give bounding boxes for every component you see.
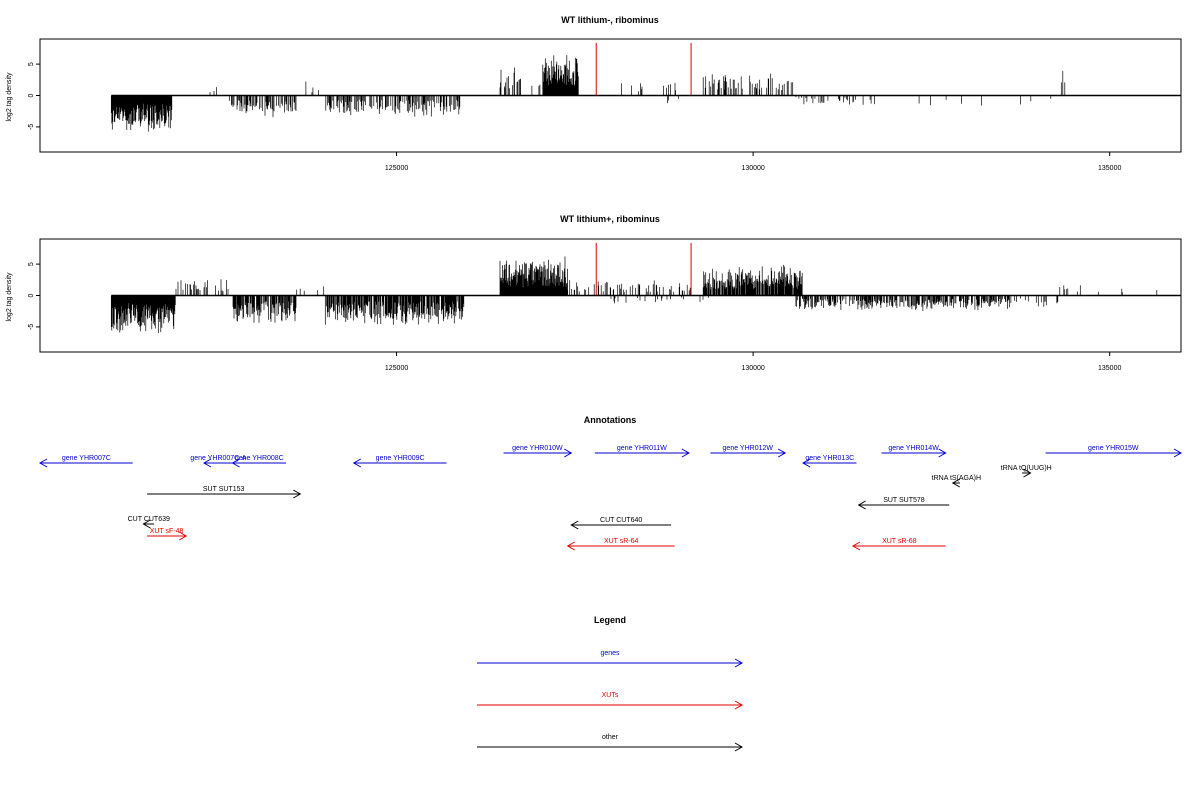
annotation-feature: XUT sF-48 [146, 528, 188, 541]
annotation-feature: SUT SUT578 [857, 497, 950, 510]
annotation-feature: gene YHR011W [594, 445, 690, 458]
feature-label: CUT CUT640 [600, 517, 642, 524]
y-axis-label: log2 tag density [6, 72, 13, 122]
annotation-feature: SUT SUT153 [146, 486, 302, 499]
annotation-feature: gene YHR007C [38, 455, 133, 468]
annotation-feature: tRNA tQ(UUG)H [1001, 465, 1052, 478]
marker-group [595, 43, 692, 96]
legend-items: genes XUTs other [477, 650, 744, 752]
feature-arrow-head [857, 500, 866, 510]
legend-entry: genes [477, 650, 744, 668]
legend-arrow-head [734, 742, 744, 752]
feature-arrow-head [38, 458, 48, 468]
feature-label: XUT sF-48 [150, 528, 184, 535]
feature-label: gene YHR014W [888, 445, 939, 452]
annotation-feature: gene YHR012W [710, 445, 787, 458]
annotation-feature: XUT sR-68 [851, 538, 946, 551]
annotations-panel: Annotations gene YHR007C gene YHR007C-Age… [38, 415, 1183, 551]
feature-arrow-head [564, 448, 573, 458]
feature-label: tRNA tQ(UUG)H [1001, 465, 1052, 472]
feature-label: gene YHR007C [62, 455, 111, 462]
x-tick-label: 130000 [741, 365, 764, 372]
feature-label: tRNA tS(AGA)H [932, 475, 981, 482]
axis-group: -5 0 5 125000 130000 135000 [28, 262, 1181, 372]
annotation-feature: gene YHR010W [503, 445, 573, 458]
feature-label: gene YHR008C [235, 455, 284, 462]
feature-arrow-head [851, 541, 861, 551]
x-tick-label: 135000 [1098, 365, 1121, 372]
y-tick-label: -5 [28, 324, 35, 330]
feature-label: gene YHR012W [723, 445, 774, 452]
legend-entry: XUTs [477, 692, 744, 710]
feature-arrow-head [142, 519, 151, 529]
feature-label: gene YHR010W [512, 445, 563, 452]
y-tick-label: 0 [28, 93, 35, 97]
legend-label: genes [600, 650, 620, 657]
x-tick-label: 135000 [1098, 165, 1121, 172]
annotation-feature: gene YHR007C-A [190, 455, 247, 468]
feature-label: gene YHR011W [617, 445, 667, 452]
y-tick-label: 5 [28, 62, 35, 66]
annotation-feature: CUT CUT640 [570, 517, 672, 530]
annotation-feature: tRNA tS(AGA)H [932, 475, 981, 488]
x-tick-label: 130000 [741, 165, 764, 172]
axis-group: -5 0 5 125000 130000 135000 [28, 62, 1181, 172]
y-tick-label: 0 [28, 293, 35, 297]
track-title: WT lithium-, ribominus [561, 15, 659, 25]
feature-arrow-head [938, 448, 947, 458]
feature-arrow-head [566, 541, 575, 551]
feature-arrow-head [951, 478, 961, 488]
y-axis-label: log2 tag density [6, 272, 13, 322]
annotation-feature: gene YHR014W [881, 445, 947, 458]
annotation-feature: gene YHR015W [1045, 445, 1183, 458]
legend-arrow-head [734, 700, 744, 710]
feature-arrow-head [1023, 468, 1032, 478]
signal-bars [110, 256, 1158, 333]
feature-label: gene YHR009C [376, 455, 425, 462]
feature-label: SUT SUT578 [883, 497, 925, 504]
annotations-title: Annotations [584, 415, 637, 425]
feature-arrow-head [777, 448, 787, 458]
x-tick-label: 125000 [385, 365, 408, 372]
feature-label: SUT SUT153 [203, 486, 245, 493]
legend-entry: other [477, 734, 744, 752]
feature-arrow-head [203, 458, 212, 468]
bar-group [110, 256, 1158, 333]
feature-label: CUT CUT639 [128, 516, 170, 523]
feature-arrow-head [231, 458, 240, 468]
legend-panel: Legend genes XUTs other [477, 615, 744, 752]
annotation-feature: CUT CUT639 [128, 516, 170, 529]
track-title: WT lithium+, ribominus [560, 214, 660, 224]
y-tick-label: 5 [28, 262, 35, 266]
signal-bars [110, 55, 1066, 132]
annotation-feature: XUT sR-64 [566, 538, 675, 551]
feature-label: XUT sR-68 [882, 538, 917, 545]
track-panel-lithium-minus: WT lithium-, ribominus log2 tag density … [6, 15, 1182, 172]
feature-label: gene YHR013C [805, 455, 854, 462]
feature-arrow-head [570, 520, 579, 530]
annotation-feature: gene YHR013C [802, 455, 857, 468]
annotation-feature: gene YHR009C [352, 455, 447, 468]
feature-arrow-head [802, 458, 811, 468]
feature-arrow-head [681, 448, 690, 458]
feature-arrow-head [178, 531, 188, 541]
legend-arrow-head [734, 658, 744, 668]
feature-arrow-head [352, 458, 362, 468]
marker-group [595, 243, 692, 296]
bar-group [110, 55, 1066, 132]
feature-arrow-head [1173, 448, 1183, 458]
feature-label: XUT sR-64 [604, 538, 639, 545]
feature-arrow-head [293, 489, 302, 499]
legend-label: other [602, 734, 619, 741]
legend-label: XUTs [602, 692, 619, 699]
feature-label: gene YHR015W [1088, 445, 1139, 452]
feature-label: gene YHR007C-A [190, 455, 246, 462]
track-panel-lithium-plus: WT lithium+, ribominus log2 tag density … [6, 214, 1182, 372]
legend-title: Legend [594, 615, 626, 625]
x-tick-label: 125000 [385, 165, 408, 172]
annotation-feature: gene YHR008C [231, 455, 287, 468]
y-tick-label: -5 [28, 124, 35, 130]
